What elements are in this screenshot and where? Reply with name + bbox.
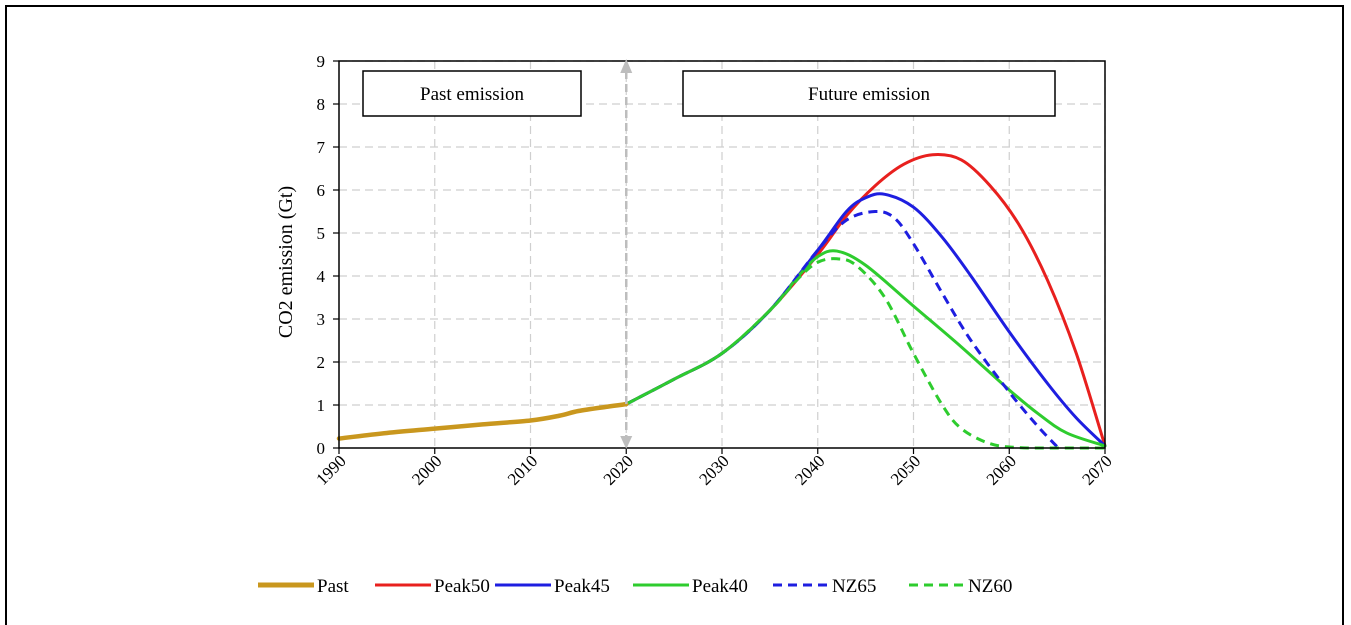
divider-arrow-down (620, 436, 633, 449)
y-tick-label: 8 (317, 95, 326, 114)
x-tick-label: 2060 (983, 451, 1020, 488)
y-tick-label: 5 (317, 224, 326, 243)
y-tick-label: 9 (317, 52, 326, 71)
series-line-past (336, 401, 629, 441)
legend-label-peak40: Peak40 (692, 576, 748, 597)
x-tick-label: 2000 (408, 451, 445, 488)
y-tick-label: 4 (317, 267, 326, 286)
past-emission-box-label: Past emission (420, 84, 524, 105)
y-axis-title: CO2 emission (Gt) (275, 186, 297, 338)
past-emission-box (362, 70, 582, 117)
x-tick-label: 2020 (600, 451, 637, 488)
x-tick-label: 2030 (695, 451, 732, 488)
legend-label-past: Past (317, 576, 349, 597)
divider-arrow-up (620, 59, 633, 73)
series-line-peak40 (624, 249, 1107, 448)
series-line-nz65 (625, 209, 1059, 448)
x-tick-label: 2010 (504, 451, 541, 488)
y-tick-label: 0 (317, 439, 326, 458)
legend-label-nz60: NZ60 (968, 576, 1012, 597)
figure-frame (5, 5, 1344, 625)
y-tick-label: 6 (317, 181, 326, 200)
y-tick-label: 7 (317, 138, 326, 157)
annotations: Past emission Future emission (362, 59, 1056, 449)
series-line-nz60 (625, 257, 1106, 450)
legend: Past Peak50 Peak45 Peak40 NZ65 NZ60 (258, 576, 1012, 597)
series-lines (336, 153, 1107, 450)
x-tick-label: 2070 (1078, 451, 1115, 488)
x-tick-label: 2050 (887, 451, 924, 488)
x-tick-label: 2040 (791, 451, 828, 488)
legend-label-peak50: Peak50 (434, 576, 490, 597)
y-tick-label: 1 (317, 396, 326, 415)
grid-lines (339, 60, 1106, 448)
future-emission-box (682, 70, 1056, 117)
y-tick-label: 3 (317, 310, 326, 329)
legend-label-nz65: NZ65 (832, 576, 876, 597)
y-tick-label: 2 (317, 353, 326, 372)
future-emission-box-label: Future emission (808, 84, 930, 105)
legend-label-peak45: Peak45 (554, 576, 610, 597)
